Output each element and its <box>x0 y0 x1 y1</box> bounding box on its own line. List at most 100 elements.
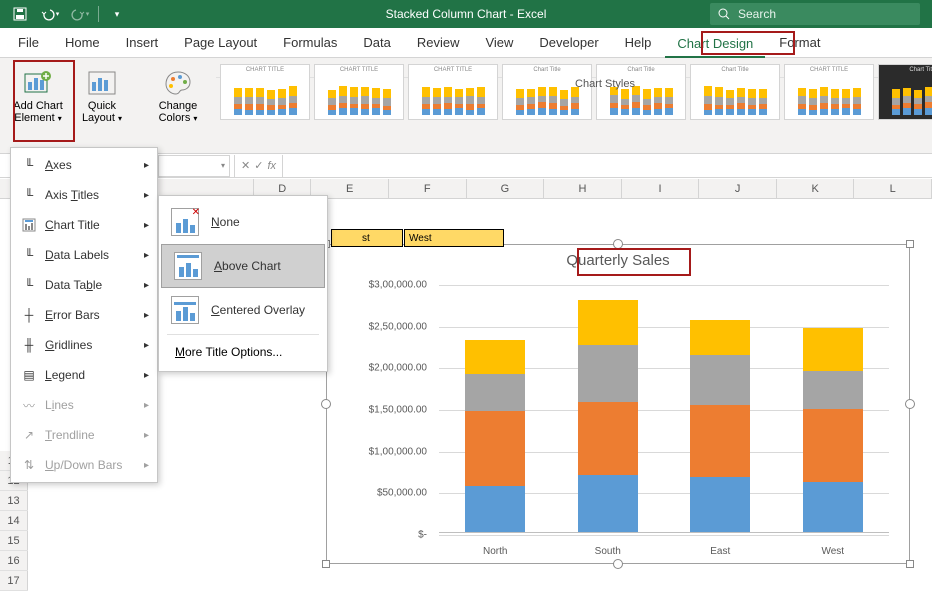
centered-overlay-icon <box>171 296 199 324</box>
chart-style-2[interactable]: CHART TITLE <box>314 64 404 120</box>
tab-home[interactable]: Home <box>53 28 112 58</box>
quick-access-toolbar: ▾ ▾ ▾ <box>0 3 137 25</box>
updown-icon: ⇅ <box>21 457 37 473</box>
resize-handle-se[interactable] <box>906 560 914 568</box>
tab-insert[interactable]: Insert <box>114 28 171 58</box>
chart-style-1[interactable]: CHART TITLE <box>220 64 310 120</box>
tab-view[interactable]: View <box>473 28 525 58</box>
chart-object[interactable]: Quarterly Sales $-$50,000.00$1,00,000.00… <box>326 244 910 564</box>
bar-east[interactable] <box>690 320 750 532</box>
menu-gridlines[interactable]: ╫Gridlines▸ <box>11 330 157 360</box>
y-axis: $-$50,000.00$1,00,000.00$1,50,000.00$2,0… <box>347 285 427 533</box>
y-tick-4: $2,00,000.00 <box>347 363 427 374</box>
resize-handle-s[interactable] <box>613 559 623 569</box>
row-header-14[interactable]: 14 <box>0 511 28 530</box>
titlebar: ▾ ▾ ▾ Stacked Column Chart - Excel Searc… <box>0 0 932 28</box>
bars-area <box>439 285 889 533</box>
data-table-icon: ╙ <box>21 277 37 293</box>
col-header-H[interactable]: H <box>544 179 622 198</box>
tab-chart-design[interactable]: Chart Design <box>665 29 765 59</box>
submenu-above-chart[interactable]: Above Chart <box>161 244 325 288</box>
tab-data[interactable]: Data <box>351 28 402 58</box>
row-header-17[interactable]: 17 <box>0 571 28 590</box>
cell-header-east: st <box>331 229 403 247</box>
tab-file[interactable]: File <box>6 28 51 58</box>
tab-review[interactable]: Review <box>405 28 472 58</box>
plot-area[interactable]: $-$50,000.00$1,00,000.00$1,50,000.00$2,0… <box>357 285 889 533</box>
row-header-13[interactable]: 13 <box>0 491 28 510</box>
tab-help[interactable]: Help <box>613 28 664 58</box>
cancel-icon[interactable]: ✕ <box>241 159 250 172</box>
submenu-centered-overlay[interactable]: Centered Overlay <box>159 288 327 332</box>
gridlines-icon: ╫ <box>21 337 37 353</box>
chart-title-submenu: ✕ None Above Chart Centered Overlay More… <box>158 195 328 372</box>
submenu-none[interactable]: ✕ None <box>159 200 327 244</box>
resize-handle-sw[interactable] <box>322 560 330 568</box>
menu-legend[interactable]: ▤Legend▸ <box>11 360 157 390</box>
tab-formulas[interactable]: Formulas <box>271 28 349 58</box>
fx-icon[interactable]: fx <box>267 160 276 172</box>
undo-button[interactable]: ▾ <box>38 3 62 25</box>
axis-titles-icon: ╙ <box>21 187 37 203</box>
save-button[interactable] <box>8 3 32 25</box>
ribbon: Add Chart Element ▾ Quick Layout ▾ Chang… <box>0 58 932 154</box>
palette-icon <box>163 68 193 98</box>
menu-error-bars[interactable]: ┼Error Bars▸ <box>11 300 157 330</box>
col-header-F[interactable]: F <box>389 179 467 198</box>
search-icon <box>718 8 730 20</box>
menu-axes[interactable]: ╙AAxesxes▸ <box>11 150 157 180</box>
ribbon-tabs: File Home Insert Page Layout Formulas Da… <box>0 28 932 58</box>
col-header-J[interactable]: J <box>699 179 777 198</box>
quick-layout-icon <box>87 68 117 98</box>
chart-style-4[interactable]: Chart Title <box>502 64 592 120</box>
chart-style-8[interactable]: Chart Title <box>878 64 932 120</box>
none-icon: ✕ <box>171 208 199 236</box>
col-header-I[interactable]: I <box>622 179 700 198</box>
name-box[interactable]: ▾ <box>158 155 230 177</box>
chart-title[interactable]: Quarterly Sales <box>327 245 909 278</box>
row-header-16[interactable]: 16 <box>0 551 28 570</box>
row-header-15[interactable]: 15 <box>0 531 28 550</box>
x-label-north: North <box>465 546 525 557</box>
quick-layout-button[interactable]: Quick Layout ▾ <box>70 62 134 125</box>
chart-title-icon <box>21 217 37 233</box>
menu-chart-title[interactable]: Chart Title▸ <box>11 210 157 240</box>
tab-developer[interactable]: Developer <box>527 28 610 58</box>
enter-icon[interactable]: ✓ <box>254 159 263 172</box>
menu-updown-bars: ⇅Up/Down Bars▸ <box>11 450 157 480</box>
col-header-K[interactable]: K <box>777 179 855 198</box>
tab-page-layout[interactable]: Page Layout <box>172 28 269 58</box>
search-box[interactable]: Search <box>710 3 920 25</box>
chart-style-6[interactable]: Chart Title <box>690 64 780 120</box>
resize-handle-n[interactable] <box>613 239 623 249</box>
chart-style-7[interactable]: CHART TITLE <box>784 64 874 120</box>
menu-data-labels[interactable]: ╙Data Labels▸ <box>11 240 157 270</box>
change-colors-button[interactable]: Change Colors ▾ <box>146 62 210 125</box>
add-chart-element-button[interactable]: Add Chart Element ▾ <box>6 62 70 125</box>
redo-button[interactable]: ▾ <box>68 3 92 25</box>
submenu-more-options[interactable]: More Title Options... <box>159 337 327 367</box>
bar-south[interactable] <box>578 300 638 532</box>
resize-handle-ne[interactable] <box>906 240 914 248</box>
chart-style-3[interactable]: CHART TITLE <box>408 64 498 120</box>
submenu-separator <box>167 334 319 335</box>
tab-format[interactable]: Format <box>767 28 832 58</box>
y-tick-6: $3,00,000.00 <box>347 280 427 291</box>
col-header-L[interactable]: L <box>854 179 932 198</box>
bar-north[interactable] <box>465 340 525 532</box>
chart-style-gallery: CHART TITLECHART TITLECHART TITLEChart T… <box>216 58 932 78</box>
menu-data-table[interactable]: ╙Data Table▸ <box>11 270 157 300</box>
y-tick-2: $1,00,000.00 <box>347 446 427 457</box>
group-chart-layouts: Add Chart Element ▾ Quick Layout ▾ <box>0 58 140 153</box>
col-header-G[interactable]: G <box>467 179 545 198</box>
bar-west[interactable] <box>803 328 863 532</box>
resize-handle-w[interactable] <box>321 399 331 409</box>
resize-handle-e[interactable] <box>905 399 915 409</box>
x-label-south: South <box>578 546 638 557</box>
y-tick-1: $50,000.00 <box>347 488 427 499</box>
menu-trendline: ↗Trendline▸ <box>11 420 157 450</box>
menu-axis-titles[interactable]: ╙Axis Titles▸ <box>11 180 157 210</box>
trendline-icon: ↗ <box>21 427 37 443</box>
chart-style-5[interactable]: Chart Title <box>596 64 686 120</box>
qat-customize[interactable]: ▾ <box>105 3 129 25</box>
